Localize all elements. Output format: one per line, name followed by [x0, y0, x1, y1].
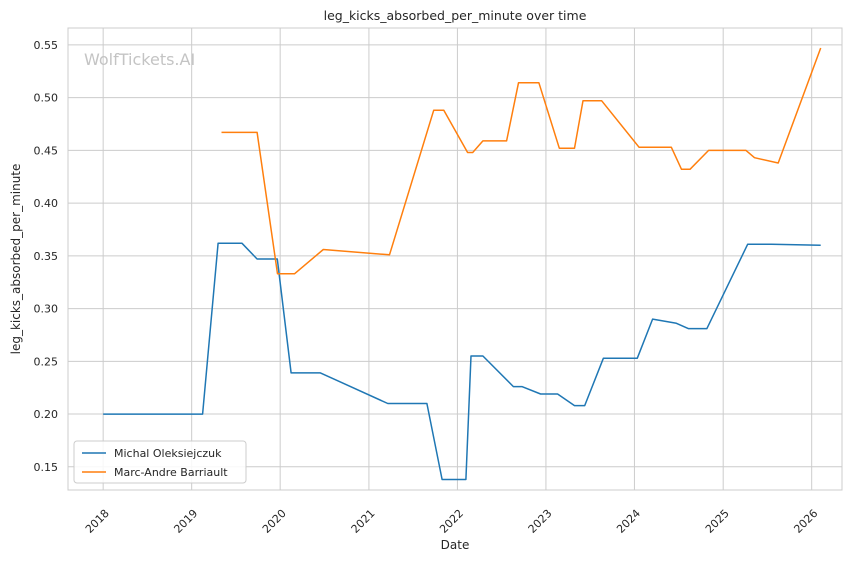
y-tick-label: 0.45 [34, 144, 59, 157]
y-tick-label: 0.50 [34, 92, 59, 105]
y-axis-label: leg_kicks_absorbed_per_minute [9, 164, 23, 355]
y-tick-label: 0.35 [34, 250, 59, 263]
y-tick-label: 0.25 [34, 355, 59, 368]
series-line-michal-oleksiejczuk [103, 242, 821, 481]
chart-title: leg_kicks_absorbed_per_minute over time [324, 8, 587, 23]
x-axis-label: Date [441, 538, 470, 552]
plot-frame [67, 27, 843, 491]
legend: Michal Oleksiejczuk Marc-Andre Barriault [73, 440, 247, 484]
legend-label-michal-oleksiejczuk: Michal Oleksiejczuk [114, 447, 222, 460]
series-lines [103, 47, 822, 481]
y-tick-labels: 0.15 0.20 0.25 0.30 0.35 0.40 0.45 0.50 0.55 [34, 39, 59, 474]
y-tick-label: 0.40 [34, 197, 59, 210]
legend-label-marc-andre-barriault: Marc-Andre Barriault [114, 466, 228, 479]
x-gridlines [102, 28, 813, 490]
y-tick-label: 0.55 [34, 39, 59, 52]
y-tick-label: 0.30 [34, 303, 59, 316]
y-tick-label: 0.20 [34, 408, 59, 421]
y-tick-label: 0.15 [34, 461, 59, 474]
series-line-marc-andre-barriault [221, 47, 822, 275]
watermark-text: WolfTickets.AI [84, 50, 195, 69]
legend-box [73, 440, 247, 484]
